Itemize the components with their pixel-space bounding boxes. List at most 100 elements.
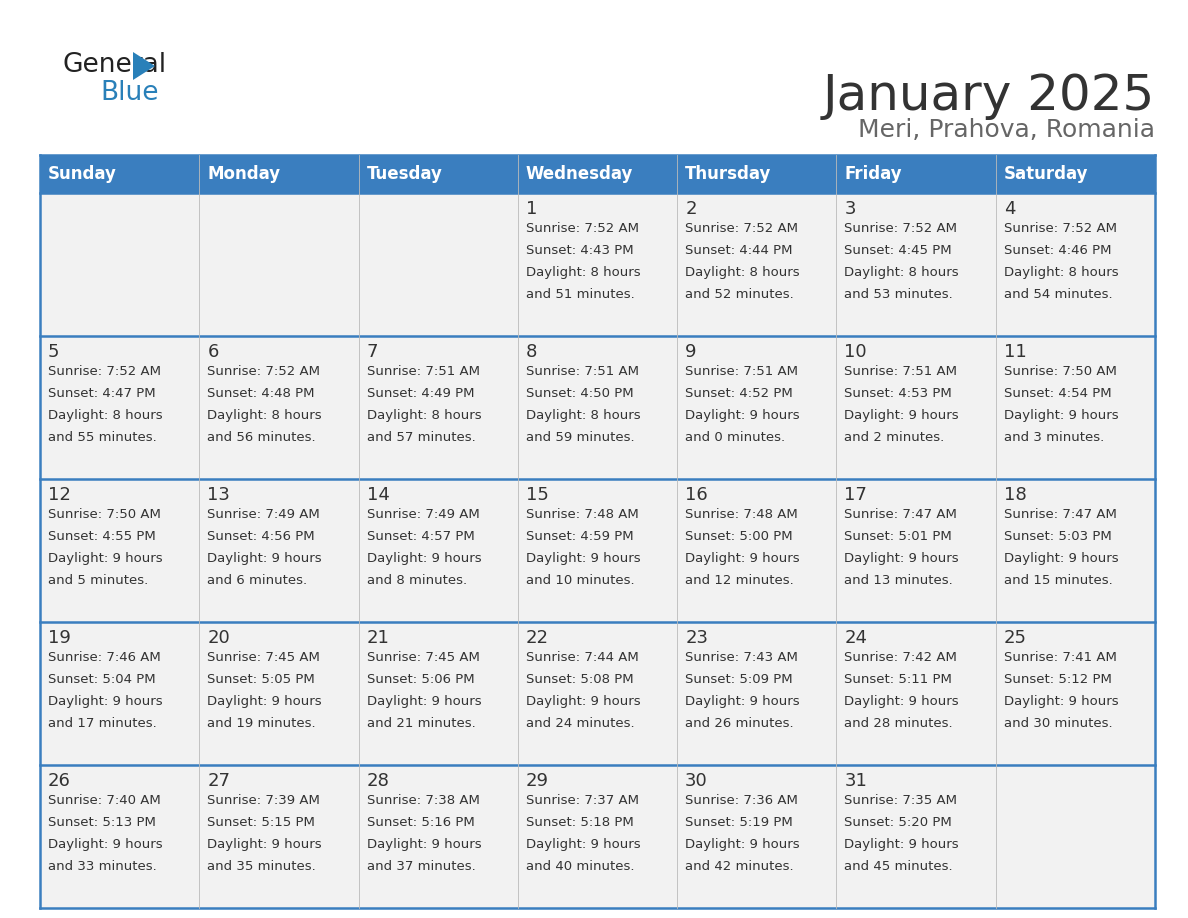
Text: Daylight: 9 hours: Daylight: 9 hours (1004, 553, 1118, 565)
Text: Daylight: 8 hours: Daylight: 8 hours (207, 409, 322, 422)
Text: Sunset: 5:05 PM: Sunset: 5:05 PM (207, 673, 315, 686)
Text: Sunset: 4:44 PM: Sunset: 4:44 PM (685, 244, 792, 257)
Text: Daylight: 8 hours: Daylight: 8 hours (526, 266, 640, 279)
Text: and 3 minutes.: and 3 minutes. (1004, 431, 1104, 444)
Text: Sunset: 4:56 PM: Sunset: 4:56 PM (207, 531, 315, 543)
Text: Sunrise: 7:49 AM: Sunrise: 7:49 AM (207, 508, 320, 521)
Text: Sunrise: 7:52 AM: Sunrise: 7:52 AM (207, 365, 321, 378)
Text: and 59 minutes.: and 59 minutes. (526, 431, 634, 444)
Text: 25: 25 (1004, 629, 1026, 647)
Text: Sunset: 4:54 PM: Sunset: 4:54 PM (1004, 387, 1111, 400)
Text: Daylight: 9 hours: Daylight: 9 hours (685, 553, 800, 565)
Text: and 13 minutes.: and 13 minutes. (845, 575, 953, 588)
Text: Daylight: 8 hours: Daylight: 8 hours (526, 409, 640, 422)
Text: 28: 28 (367, 772, 390, 790)
Text: Daylight: 9 hours: Daylight: 9 hours (48, 553, 163, 565)
Text: Sunrise: 7:35 AM: Sunrise: 7:35 AM (845, 794, 958, 807)
Text: and 56 minutes.: and 56 minutes. (207, 431, 316, 444)
Text: Blue: Blue (100, 80, 158, 106)
Text: 3: 3 (845, 200, 855, 218)
Text: Daylight: 9 hours: Daylight: 9 hours (526, 553, 640, 565)
Text: 11: 11 (1004, 343, 1026, 361)
Text: 14: 14 (367, 486, 390, 504)
Text: Meri, Prahova, Romania: Meri, Prahova, Romania (858, 118, 1155, 142)
Text: Friday: Friday (845, 165, 902, 183)
Text: Sunrise: 7:52 AM: Sunrise: 7:52 AM (1004, 222, 1117, 235)
Text: Sunset: 4:45 PM: Sunset: 4:45 PM (845, 244, 952, 257)
Text: 7: 7 (367, 343, 378, 361)
Text: Sunset: 5:06 PM: Sunset: 5:06 PM (367, 673, 474, 686)
Text: Sunset: 5:03 PM: Sunset: 5:03 PM (1004, 531, 1112, 543)
Text: 8: 8 (526, 343, 537, 361)
Text: General: General (62, 52, 166, 78)
Text: Sunset: 4:55 PM: Sunset: 4:55 PM (48, 531, 156, 543)
Text: Daylight: 9 hours: Daylight: 9 hours (1004, 409, 1118, 422)
Text: Sunset: 5:12 PM: Sunset: 5:12 PM (1004, 673, 1112, 686)
Text: 12: 12 (48, 486, 71, 504)
Text: 21: 21 (367, 629, 390, 647)
Text: 31: 31 (845, 772, 867, 790)
Text: Sunrise: 7:51 AM: Sunrise: 7:51 AM (845, 365, 958, 378)
Text: and 35 minutes.: and 35 minutes. (207, 860, 316, 874)
Text: 23: 23 (685, 629, 708, 647)
Text: Daylight: 9 hours: Daylight: 9 hours (207, 695, 322, 709)
Text: Daylight: 9 hours: Daylight: 9 hours (207, 553, 322, 565)
Text: and 51 minutes.: and 51 minutes. (526, 288, 634, 301)
Text: and 53 minutes.: and 53 minutes. (845, 288, 953, 301)
Text: Sunrise: 7:52 AM: Sunrise: 7:52 AM (685, 222, 798, 235)
Text: Daylight: 9 hours: Daylight: 9 hours (845, 553, 959, 565)
Text: Monday: Monday (207, 165, 280, 183)
Text: 13: 13 (207, 486, 230, 504)
Text: Sunset: 5:09 PM: Sunset: 5:09 PM (685, 673, 792, 686)
Text: Sunset: 5:19 PM: Sunset: 5:19 PM (685, 816, 792, 829)
Text: and 19 minutes.: and 19 minutes. (207, 718, 316, 731)
Text: Sunset: 4:59 PM: Sunset: 4:59 PM (526, 531, 633, 543)
Text: Sunrise: 7:39 AM: Sunrise: 7:39 AM (207, 794, 320, 807)
Text: Daylight: 8 hours: Daylight: 8 hours (845, 266, 959, 279)
Text: Sunrise: 7:49 AM: Sunrise: 7:49 AM (367, 508, 479, 521)
Text: Sunset: 4:47 PM: Sunset: 4:47 PM (48, 387, 156, 400)
Text: 16: 16 (685, 486, 708, 504)
Text: Sunset: 4:52 PM: Sunset: 4:52 PM (685, 387, 792, 400)
Text: Sunset: 4:43 PM: Sunset: 4:43 PM (526, 244, 633, 257)
Text: Daylight: 9 hours: Daylight: 9 hours (367, 553, 481, 565)
Text: 20: 20 (207, 629, 230, 647)
Polygon shape (133, 52, 154, 80)
Text: 4: 4 (1004, 200, 1016, 218)
Text: Sunrise: 7:38 AM: Sunrise: 7:38 AM (367, 794, 480, 807)
Text: Sunrise: 7:36 AM: Sunrise: 7:36 AM (685, 794, 798, 807)
Text: and 40 minutes.: and 40 minutes. (526, 860, 634, 874)
Text: Sunrise: 7:44 AM: Sunrise: 7:44 AM (526, 651, 639, 664)
Text: Sunset: 5:11 PM: Sunset: 5:11 PM (845, 673, 953, 686)
Text: Thursday: Thursday (685, 165, 771, 183)
Text: Sunset: 4:48 PM: Sunset: 4:48 PM (207, 387, 315, 400)
Text: Sunrise: 7:45 AM: Sunrise: 7:45 AM (207, 651, 320, 664)
Text: and 55 minutes.: and 55 minutes. (48, 431, 157, 444)
Text: Daylight: 9 hours: Daylight: 9 hours (685, 695, 800, 709)
Text: 19: 19 (48, 629, 71, 647)
Text: Sunset: 5:08 PM: Sunset: 5:08 PM (526, 673, 633, 686)
Text: Sunrise: 7:41 AM: Sunrise: 7:41 AM (1004, 651, 1117, 664)
Text: Daylight: 8 hours: Daylight: 8 hours (48, 409, 163, 422)
Text: 26: 26 (48, 772, 71, 790)
Text: Daylight: 9 hours: Daylight: 9 hours (367, 838, 481, 851)
Text: 18: 18 (1004, 486, 1026, 504)
Text: Daylight: 8 hours: Daylight: 8 hours (367, 409, 481, 422)
Text: Sunrise: 7:48 AM: Sunrise: 7:48 AM (526, 508, 639, 521)
Text: Sunrise: 7:48 AM: Sunrise: 7:48 AM (685, 508, 798, 521)
Text: Sunrise: 7:50 AM: Sunrise: 7:50 AM (1004, 365, 1117, 378)
Text: and 54 minutes.: and 54 minutes. (1004, 288, 1112, 301)
Text: Sunset: 5:13 PM: Sunset: 5:13 PM (48, 816, 156, 829)
Text: Sunday: Sunday (48, 165, 116, 183)
Text: Daylight: 9 hours: Daylight: 9 hours (207, 838, 322, 851)
Text: and 17 minutes.: and 17 minutes. (48, 718, 157, 731)
Text: and 45 minutes.: and 45 minutes. (845, 860, 953, 874)
Text: Sunrise: 7:51 AM: Sunrise: 7:51 AM (685, 365, 798, 378)
Bar (40, 155, 1155, 193)
Text: Daylight: 9 hours: Daylight: 9 hours (845, 409, 959, 422)
Text: 10: 10 (845, 343, 867, 361)
Text: and 24 minutes.: and 24 minutes. (526, 718, 634, 731)
Text: 17: 17 (845, 486, 867, 504)
Text: and 37 minutes.: and 37 minutes. (367, 860, 475, 874)
Text: and 10 minutes.: and 10 minutes. (526, 575, 634, 588)
